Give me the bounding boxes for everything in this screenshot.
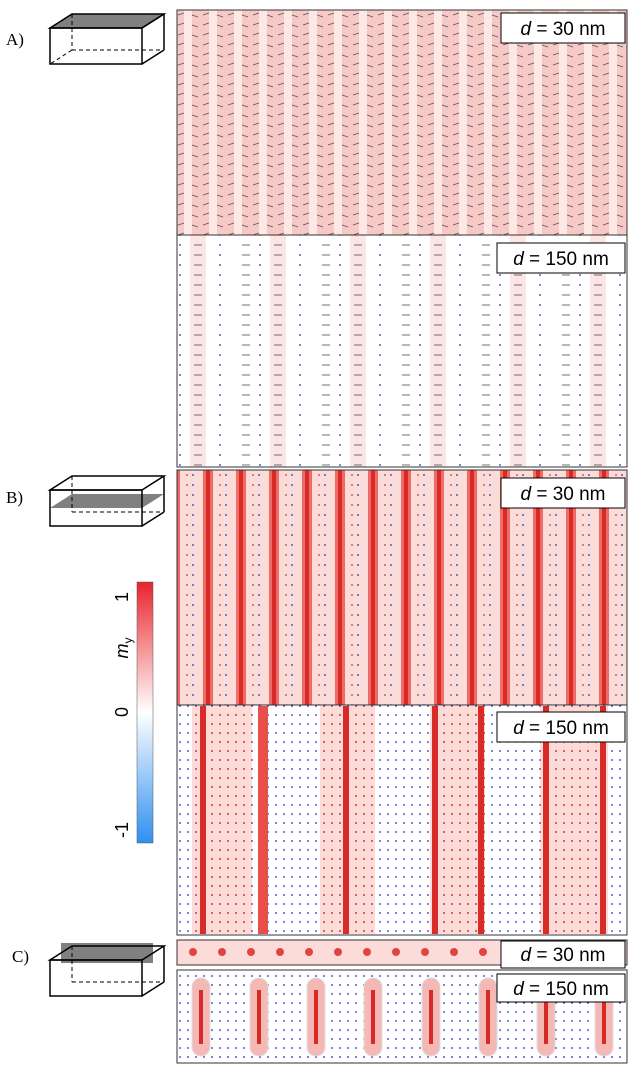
- sim-map: [177, 10, 627, 235]
- text: = 30 nm: [536, 945, 605, 966]
- text: = 30 nm: [536, 484, 605, 505]
- view-label: d = 150 nm: [513, 979, 609, 1000]
- colorbar-label: my: [112, 638, 135, 659]
- colorbar-tick: -1: [112, 822, 132, 838]
- cube-icon: [50, 943, 164, 996]
- var: d: [520, 19, 532, 40]
- text: = 150 nm: [529, 249, 609, 270]
- view-label: d = 150 nm: [513, 249, 609, 270]
- cube-icon: [50, 476, 164, 526]
- var: d: [513, 249, 525, 270]
- panel-label: A): [6, 30, 24, 49]
- colorbar: [137, 582, 153, 843]
- text: = 150 nm: [529, 979, 609, 1000]
- view-label: d = 150 nm: [513, 718, 609, 739]
- text: = 30 nm: [536, 19, 605, 40]
- subscript: y: [121, 638, 135, 644]
- panel-label: C): [12, 947, 29, 966]
- view-label: d = 30 nm: [520, 19, 605, 40]
- var: d: [513, 718, 525, 739]
- symbol: m: [112, 644, 132, 659]
- view-label: d = 30 nm: [520, 484, 605, 505]
- text: = 150 nm: [529, 718, 609, 739]
- cube-icon: [50, 14, 164, 64]
- var: d: [513, 979, 525, 1000]
- colorbar-tick: 1: [112, 592, 132, 602]
- var: d: [520, 945, 532, 966]
- var: d: [520, 484, 532, 505]
- figure: A) B) 1 0 -1 my C) d = 30 nm d = 150 nm …: [0, 0, 629, 1065]
- colorbar-tick: 0: [112, 707, 132, 717]
- view-label: d = 30 nm: [520, 945, 605, 966]
- panel-label: B): [6, 488, 23, 507]
